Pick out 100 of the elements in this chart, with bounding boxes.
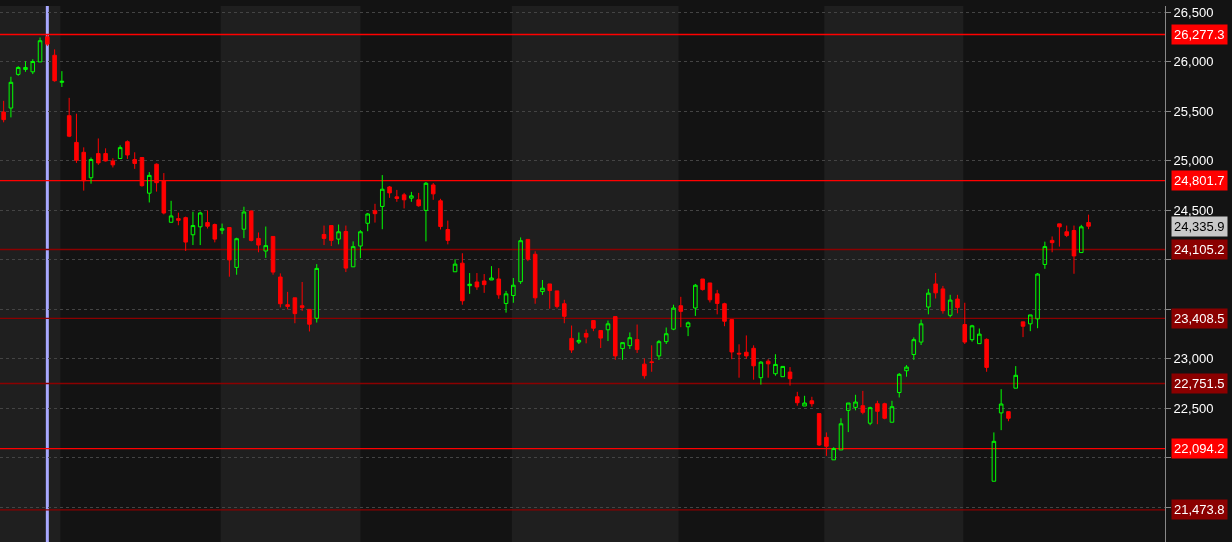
candlestick [598,329,603,349]
candlestick [292,297,298,324]
candlestick [503,290,509,314]
ref-line-label: 24,801.7 [1174,173,1225,188]
candlestick [394,189,400,203]
candlestick [23,60,28,73]
candlestick [314,263,320,324]
candlestick [1020,321,1026,338]
candlestick [926,288,931,315]
candlestick [918,319,924,346]
candlestick [940,285,946,315]
candlestick [460,252,465,306]
candlestick [591,320,596,332]
candlestick [117,144,123,160]
candlestick [467,272,472,295]
candlestick [219,223,225,235]
candlestick [379,174,385,230]
candlestick [183,216,188,252]
candlestick [452,258,458,273]
candlestick [845,402,851,433]
candlestick [474,272,480,291]
candlestick [423,181,429,242]
ref-line-label: 26,277.3 [1174,27,1225,42]
candlestick [489,265,494,281]
candlestick [125,139,130,160]
candlestick [889,400,895,423]
candlestick [831,446,836,461]
candlestick [358,229,363,259]
y-tick-label: 26,000 [1173,54,1214,70]
candlestick [30,58,36,75]
ref-line-label: 21,473.8 [1174,502,1225,517]
candlestick [132,151,137,170]
candlestick [1064,225,1069,238]
candlestick [736,343,742,379]
candlestick [329,225,334,247]
candlestick [1071,225,1077,275]
candlestick [256,231,261,253]
candlestick [773,353,778,377]
candlestick [693,283,698,317]
text: 24,335.9 [1174,219,1225,234]
candlestick [445,220,451,245]
candlestick [904,364,909,378]
candlestick [802,395,807,407]
candlestick [15,65,21,77]
candlestick [88,157,94,185]
candlestick [562,299,567,324]
candlestick [365,212,370,232]
candlestick [744,334,749,360]
candlestick [1078,224,1084,254]
candlestick [263,226,269,259]
candlestick [74,113,79,164]
candlestick [525,238,531,262]
candlestick [576,331,582,345]
candlestick [540,279,545,296]
candlestick [896,372,902,398]
candlestick [1028,314,1033,332]
candlestick [656,339,662,361]
candlestick [634,324,640,354]
candlestick [110,157,116,168]
candlestick [816,413,822,447]
candlestick [321,225,327,246]
candlestick [998,388,1004,431]
candlestick [685,321,691,337]
candlestick [401,192,407,209]
candlestick [787,366,793,387]
candlestick [554,290,560,309]
candlestick [481,273,487,294]
candlestick [307,308,312,332]
candlestick [911,336,917,361]
candlestick [372,203,378,224]
candlestick [860,390,866,415]
y-tick-label: 25,500 [1173,103,1214,119]
candlestick [758,360,764,386]
candlestick [729,319,735,360]
candlestick [350,240,356,268]
ref-line-label: 24,105.2 [1174,242,1225,257]
candlestick [984,337,989,373]
candlestick [205,209,210,230]
candlestick [278,272,283,308]
candlestick [176,212,181,226]
candlestick [52,48,57,83]
candlestick [1,100,6,123]
candlestick [1042,241,1048,270]
candlestick [227,227,232,278]
candlestick [969,324,975,343]
candlestick [867,406,873,426]
y-tick-label: 26,500 [1173,4,1214,20]
candlestick [37,36,43,63]
candlestick [547,283,553,310]
candlestick [991,431,997,482]
candlestick [336,224,341,245]
candlestick [146,171,152,203]
candlestick [649,344,654,373]
candlestick [190,211,196,246]
candlestick [838,417,844,451]
candlestick [212,223,218,243]
candlestick [962,302,968,345]
candlestick [663,327,669,345]
candlestick [1006,411,1011,422]
candlestick [103,147,108,162]
